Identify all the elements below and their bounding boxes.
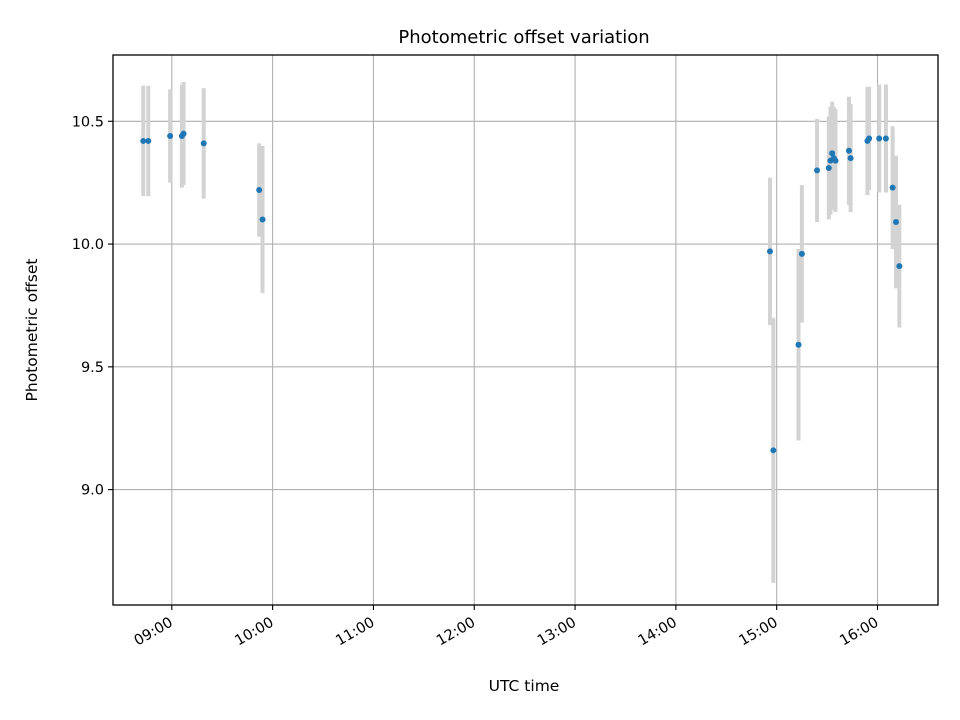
x-axis-label: UTC time (489, 677, 560, 695)
y-axis-label: Photometric offset (23, 259, 41, 402)
plot-frame (112, 54, 939, 606)
data-point (845, 147, 852, 154)
data-point (145, 137, 152, 144)
data-point (140, 137, 147, 144)
chart-title: Photometric offset variation (398, 27, 649, 48)
data-point (896, 263, 903, 270)
data-point (814, 167, 821, 174)
data-point (866, 135, 873, 142)
data-point (766, 248, 773, 255)
data-point (259, 216, 266, 223)
data-point (256, 187, 263, 194)
y-tick-label: 9.0 (81, 483, 104, 499)
data-point (889, 184, 896, 191)
data-point (829, 150, 836, 157)
data-point (795, 341, 802, 348)
y-tick-label: 10.5 (72, 114, 104, 130)
data-point (847, 155, 854, 162)
data-point (876, 135, 883, 142)
data-point (200, 140, 207, 147)
data-point (882, 135, 889, 142)
data-point (798, 250, 805, 257)
data-point (825, 164, 832, 171)
y-tick-label: 9.5 (81, 360, 104, 376)
data-point (892, 218, 899, 225)
data-point (167, 133, 174, 140)
y-tick-label: 10.0 (72, 237, 104, 253)
data-point (832, 157, 839, 164)
data-point (770, 447, 777, 454)
data-point (180, 130, 187, 137)
data-points (140, 130, 903, 454)
